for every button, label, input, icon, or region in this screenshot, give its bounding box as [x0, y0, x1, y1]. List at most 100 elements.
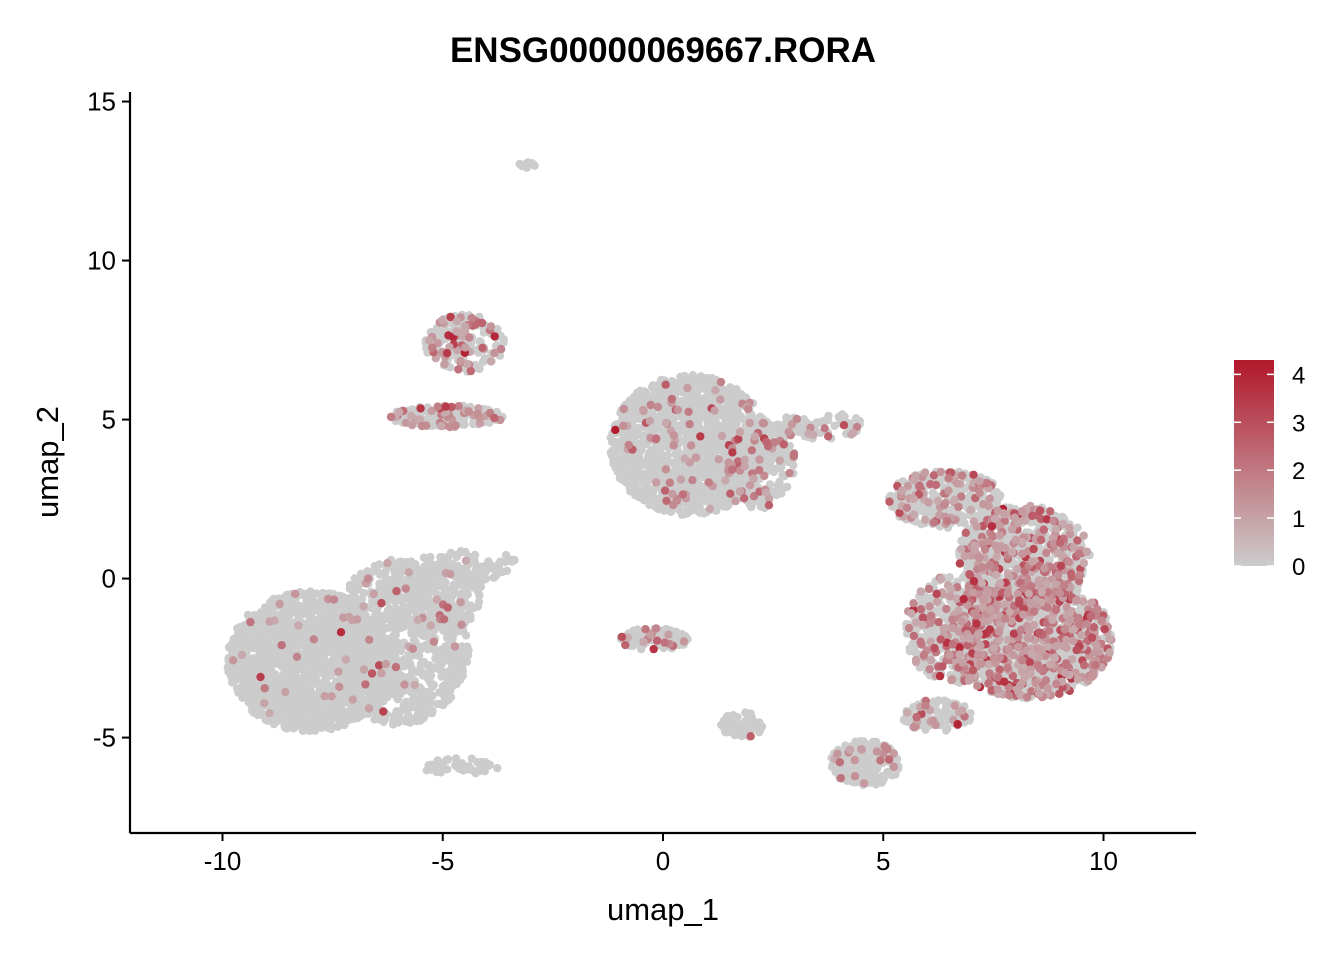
cell-point — [356, 646, 365, 655]
cell-point — [306, 686, 315, 695]
cell-point — [426, 698, 435, 707]
cell-point — [732, 419, 741, 428]
cell-point — [418, 568, 427, 578]
cell-point — [697, 472, 706, 481]
cell-point — [383, 692, 392, 702]
cell-point — [418, 701, 427, 710]
cell-point — [443, 625, 452, 634]
cell-point — [449, 580, 458, 590]
cell-point — [433, 699, 442, 709]
cell-point — [375, 625, 385, 635]
cell-point — [319, 708, 328, 717]
cell-point — [633, 468, 643, 477]
cell-point — [642, 490, 651, 500]
cell-point — [672, 465, 682, 474]
cell-point — [325, 640, 335, 649]
cell-point — [690, 495, 699, 504]
cell-point — [427, 421, 437, 430]
cell-point — [461, 631, 471, 640]
cell-point — [704, 413, 713, 423]
cell-point — [419, 553, 429, 562]
cell-point — [407, 688, 416, 697]
cell-point — [393, 695, 403, 704]
cell-point — [649, 487, 658, 496]
cell-point — [331, 657, 340, 666]
cell-point — [310, 712, 320, 721]
cell-point — [301, 645, 311, 655]
cell-point — [427, 664, 437, 674]
chart-title: ENSG00000069667.RORA — [450, 31, 876, 70]
cell-point — [267, 653, 276, 662]
cell-point — [405, 718, 415, 727]
cell-point — [632, 399, 641, 408]
cell-point — [393, 680, 402, 689]
cell-point — [331, 612, 340, 621]
cell-point — [392, 707, 401, 716]
cell-point — [316, 611, 325, 620]
cell-point — [419, 595, 429, 605]
cell-point — [414, 651, 424, 661]
cell-point — [448, 631, 457, 641]
cell-point — [407, 626, 416, 636]
cell-point — [291, 665, 300, 674]
cell-point — [383, 592, 393, 601]
cell-point — [480, 561, 490, 571]
cell-point — [493, 324, 502, 334]
cell-point — [630, 432, 639, 442]
cell-point — [317, 723, 326, 732]
cell-point — [436, 562, 446, 571]
cell-point — [315, 602, 324, 612]
cell-point — [719, 501, 728, 511]
cell-point — [429, 645, 439, 654]
cell-point — [255, 648, 264, 657]
cell-point — [410, 668, 419, 677]
cell-point — [392, 575, 402, 584]
points-layer — [223, 158, 1116, 789]
cell-point — [306, 606, 316, 615]
cell-point — [284, 672, 294, 681]
cell-point — [385, 584, 394, 593]
cell-point — [253, 710, 262, 720]
cell-point — [272, 714, 281, 723]
cell-point — [474, 574, 483, 584]
cell-point — [393, 638, 403, 648]
cell-point — [747, 503, 756, 512]
cell-point — [489, 573, 498, 582]
cell-point — [470, 550, 480, 560]
cell-point — [443, 755, 453, 764]
cell-point — [260, 608, 269, 617]
cell-point — [436, 576, 445, 585]
cell-point — [396, 617, 405, 627]
cell-point — [466, 764, 476, 773]
cell-point — [704, 428, 713, 437]
cell-point — [283, 624, 292, 634]
cell-point — [296, 602, 305, 611]
cell-point — [229, 634, 239, 644]
cell-point — [632, 388, 642, 398]
cell-point — [415, 624, 424, 633]
cell-point — [494, 559, 504, 568]
cell-point — [394, 718, 403, 727]
cell-point — [365, 618, 374, 628]
cell-point — [230, 641, 239, 650]
cell-point — [661, 436, 671, 445]
cell-point — [233, 684, 242, 694]
cell-point — [334, 713, 343, 722]
cell-point — [428, 563, 437, 573]
cell-point — [475, 337, 484, 346]
cell-point — [374, 689, 383, 698]
cell-point — [315, 644, 325, 653]
cell-point — [328, 620, 337, 629]
cell-point — [450, 602, 459, 611]
cell-point — [628, 477, 638, 486]
cell-point — [454, 654, 464, 664]
cell-point — [515, 159, 524, 169]
cell-point — [381, 647, 390, 656]
cell-point — [345, 664, 354, 674]
cell-point — [426, 552, 435, 562]
cell-point — [412, 695, 421, 705]
cell-point — [422, 709, 431, 718]
cell-point — [322, 680, 331, 690]
